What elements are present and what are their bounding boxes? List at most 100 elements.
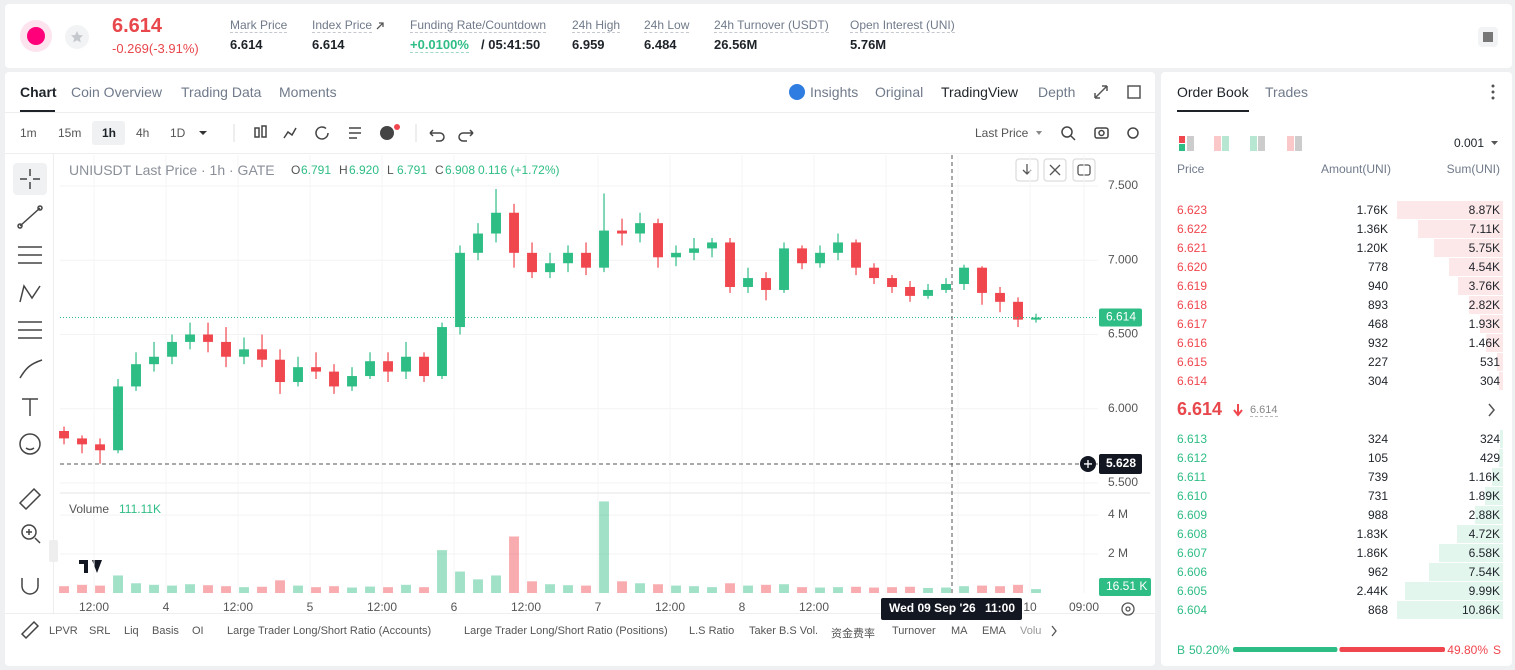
expand-icon[interactable] [1094, 85, 1108, 99]
volume-bar [905, 586, 915, 593]
x-tick-label: 10 [1023, 600, 1037, 614]
indicator[interactable]: LPVR [49, 625, 78, 637]
window-icon[interactable] [1127, 85, 1141, 99]
chart-buttons[interactable] [1015, 158, 1135, 637]
stat-label: Open Interest (UNI) [850, 18, 955, 33]
indicator[interactable]: EMA [982, 625, 1006, 637]
depth-bar [1485, 334, 1503, 352]
indicator[interactable]: MA [951, 625, 968, 637]
volume-bar [275, 580, 285, 593]
indicator[interactable]: Basis [152, 625, 179, 637]
volume-bar [347, 587, 357, 593]
volume-bar [95, 585, 105, 593]
interval[interactable]: 1m [20, 126, 37, 140]
indicator[interactable]: Volu [1020, 625, 1042, 637]
book-amount: 932 [1367, 336, 1388, 350]
coin-logo [27, 27, 45, 45]
book-mode-icons[interactable] [1179, 136, 1302, 151]
tab[interactable]: Coin Overview [71, 84, 163, 100]
view-tab[interactable]: Original [875, 84, 924, 100]
depth-bar [1397, 201, 1503, 219]
volume-bar [419, 587, 429, 593]
book-amount: 2.44K [1356, 584, 1388, 598]
view-tab[interactable]: Depth [1038, 84, 1076, 100]
dropdown-icon[interactable] [199, 131, 207, 135]
last-price-label: 6.614 [1106, 310, 1136, 324]
interval[interactable]: 1D [170, 126, 186, 140]
book-price: 6.606 [1177, 565, 1208, 579]
indicator[interactable]: 资金费率 [831, 628, 875, 640]
notification-dot [394, 124, 400, 130]
depth-bar [1434, 239, 1503, 257]
book-sum: 7.11K [1469, 222, 1500, 236]
x-tick-label: 12:00 [79, 600, 109, 614]
volume-bar [455, 571, 465, 593]
candle-body [671, 252, 681, 258]
candle-body [581, 252, 591, 268]
indicator[interactable]: Liq [124, 625, 139, 637]
depth-bar [1496, 353, 1503, 371]
tab[interactable]: Trading Data [181, 84, 262, 100]
candle-body [995, 292, 1005, 302]
book-price: 6.616 [1177, 336, 1208, 350]
candle-body [419, 356, 429, 377]
volume-bar [779, 584, 789, 593]
stat-label: 24h High [572, 18, 621, 33]
tool-selected [13, 163, 47, 195]
indicator[interactable]: Taker B.S Vol. [749, 625, 819, 637]
book-tab[interactable]: Trades [1265, 84, 1309, 100]
volume-bar [311, 587, 321, 593]
price-step[interactable]: 0.001 [1454, 136, 1485, 150]
ohlc-label: O [291, 163, 301, 177]
indicator[interactable]: OI [192, 625, 204, 637]
book-price: 6.622 [1177, 222, 1208, 236]
volume-bar [563, 585, 573, 593]
ohlc-label: L [387, 163, 394, 177]
expand-arrow[interactable] [1488, 403, 1495, 417]
book-price: 6.619 [1177, 279, 1208, 293]
book-tab[interactable]: Order Book [1177, 84, 1249, 100]
view-tab[interactable]: TradingView [941, 84, 1019, 100]
divider [5, 613, 1155, 614]
collapse-tab[interactable] [49, 540, 58, 562]
dropdown-icon[interactable] [1491, 141, 1498, 145]
book-sum: 6.58K [1468, 546, 1500, 560]
tab[interactable]: Chart [20, 84, 57, 100]
y-tick-label: 6.500 [1108, 327, 1138, 341]
volume-bar [977, 585, 987, 593]
candle-body [509, 212, 519, 253]
depth-bar [1479, 315, 1503, 333]
indicator[interactable]: Turnover [892, 625, 936, 637]
interval[interactable]: 1h [102, 126, 117, 140]
book-price: 6.612 [1177, 451, 1208, 465]
ohlc-value: 6.920 [349, 163, 380, 177]
drawing-tools[interactable] [17, 169, 43, 640]
indicator[interactable]: SRL [89, 625, 111, 637]
indicator[interactable]: L.S Ratio [689, 625, 735, 637]
depth-bar [1484, 487, 1503, 505]
price-source[interactable]: Last Price [975, 126, 1029, 140]
book-price: 6.621 [1177, 241, 1208, 255]
dropdown-icon[interactable] [1036, 131, 1042, 135]
indicator-icon[interactable] [380, 126, 394, 140]
tab[interactable]: Moments [279, 84, 337, 100]
layout-icon [1483, 32, 1493, 42]
indicator[interactable]: Large Trader Long/Short Ratio (Positions… [464, 625, 668, 637]
interval[interactable]: 4h [136, 126, 150, 140]
candle-body [653, 223, 663, 258]
book-amount: 1.83K [1356, 527, 1388, 541]
indicator[interactable]: Large Trader Long/Short Ratio (Accounts) [227, 625, 432, 637]
volume-bar [293, 585, 303, 593]
more-icon[interactable] [1491, 84, 1495, 100]
star-icon [71, 31, 83, 43]
interval[interactable]: 15m [58, 126, 82, 140]
stat-value: 5.76M [850, 37, 887, 52]
toolbar-icons[interactable] [254, 125, 1139, 142]
book-sum: 4.54K [1468, 260, 1500, 274]
candle-body [437, 327, 447, 377]
book-price: 6.605 [1177, 584, 1208, 598]
view-tab[interactable]: Insights [810, 84, 859, 100]
book-amount: 988 [1367, 508, 1388, 522]
